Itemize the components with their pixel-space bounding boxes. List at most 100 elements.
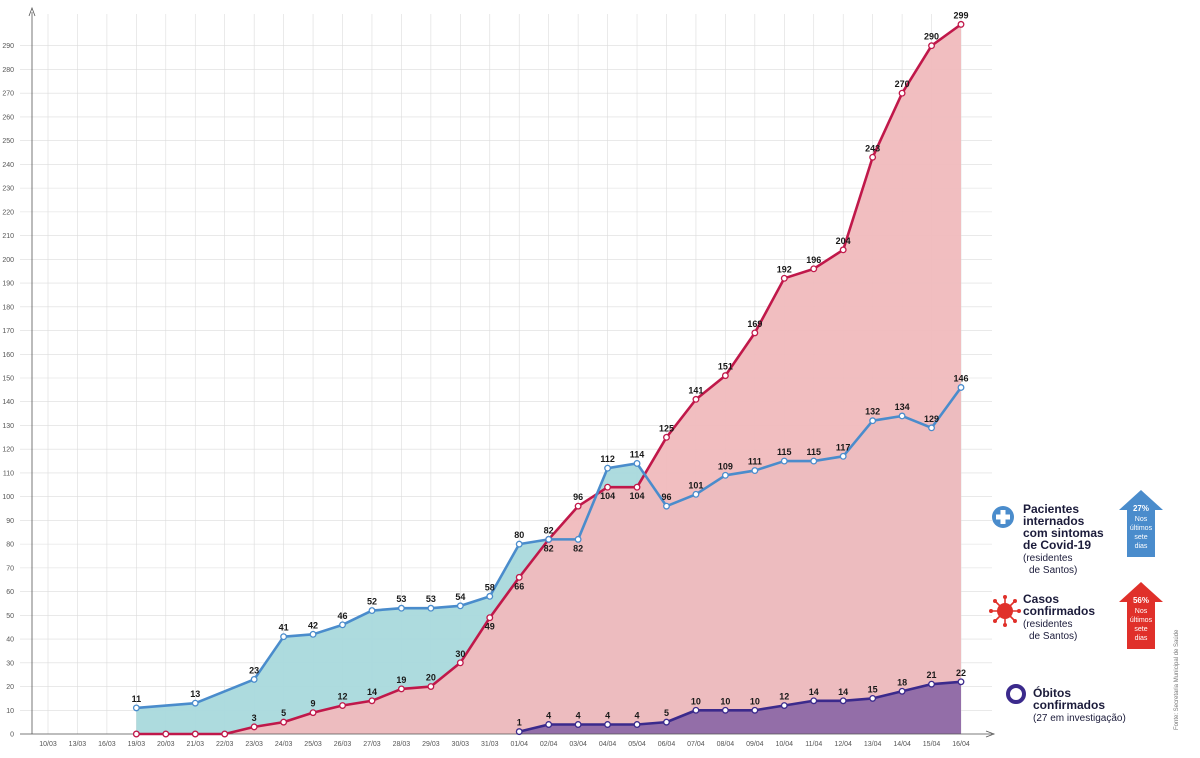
point-casos xyxy=(368,697,376,705)
xtick-label: 22/03 xyxy=(216,741,234,748)
series-areas xyxy=(136,24,961,734)
label-internados: 115 xyxy=(806,447,821,457)
ytick-label: 30 xyxy=(6,660,14,667)
point-internados xyxy=(309,630,317,638)
label-obitos: 10 xyxy=(720,696,730,706)
label-casos: 141 xyxy=(688,385,703,395)
legend-internados-line2: internados xyxy=(1023,514,1085,528)
point-obitos xyxy=(839,697,847,705)
legend-casos-line1: Casos xyxy=(1023,592,1059,606)
badge-internados-l2: últimos xyxy=(1130,525,1153,532)
label-casos: 14 xyxy=(367,687,377,697)
ytick-label: 20 xyxy=(6,684,14,691)
ytick-label: 130 xyxy=(2,423,14,430)
ytick-label: 70 xyxy=(6,565,14,572)
label-internados: 82 xyxy=(573,543,583,553)
xtick-label: 11/04 xyxy=(805,741,822,748)
ytick-label: 50 xyxy=(6,613,14,620)
ytick-label: 210 xyxy=(2,233,14,240)
xtick-label: 07/04 xyxy=(687,741,705,748)
point-internados xyxy=(898,412,906,420)
point-casos xyxy=(663,433,670,441)
point-internados xyxy=(692,490,700,498)
label-obitos: 10 xyxy=(691,696,701,706)
point-internados xyxy=(456,602,464,610)
xtick-label: 06/04 xyxy=(658,741,676,748)
ytick-label: 220 xyxy=(2,209,14,216)
xtick-label: 29/03 xyxy=(422,741,440,748)
badge-casos-l3: sete xyxy=(1134,626,1147,633)
xtick-label: 23/03 xyxy=(245,741,263,748)
legend-casos-sub1: (residentes xyxy=(1023,619,1072,630)
point-casos xyxy=(721,372,729,380)
label-casos: 243 xyxy=(865,143,880,153)
xtick-label: 05/04 xyxy=(628,741,646,748)
point-casos xyxy=(515,573,523,581)
point-casos xyxy=(839,246,847,254)
legend-obitos-sub1: (27 em investigação) xyxy=(1033,713,1126,724)
label-obitos: 10 xyxy=(750,696,760,706)
virus-icon xyxy=(989,595,1021,627)
point-obitos xyxy=(692,706,700,714)
xtick-label: 10/04 xyxy=(776,741,794,748)
point-casos xyxy=(132,730,140,738)
label-internados: 52 xyxy=(367,597,377,607)
ytick-label: 40 xyxy=(6,637,14,644)
label-obitos: 21 xyxy=(927,670,937,680)
point-casos xyxy=(957,20,965,28)
area-casos xyxy=(136,24,961,734)
ytick-label: 120 xyxy=(2,447,14,454)
point-internados xyxy=(545,535,553,543)
label-internados: 117 xyxy=(836,442,851,452)
point-internados xyxy=(839,452,847,460)
point-internados xyxy=(751,467,759,475)
badge-internados-l3: sete xyxy=(1134,534,1147,541)
label-internados: 134 xyxy=(895,402,910,412)
y-axis-arrow xyxy=(28,6,36,17)
label-casos: 125 xyxy=(659,423,674,433)
legend-obitos-line1: Óbitos xyxy=(1033,685,1071,700)
axes: 0102030405060708090100110120130140150160… xyxy=(2,6,996,748)
point-internados xyxy=(663,502,670,510)
point-internados xyxy=(721,471,729,479)
label-obitos: 4 xyxy=(576,711,581,721)
label-casos: 290 xyxy=(924,32,939,42)
xtick-label: 13/03 xyxy=(69,741,87,748)
point-casos xyxy=(692,395,700,403)
point-obitos xyxy=(928,680,935,688)
badge-casos-l2: últimos xyxy=(1130,617,1153,624)
badge-internados-l4: dias xyxy=(1135,543,1148,550)
point-obitos xyxy=(633,721,641,728)
up-arrow-icon xyxy=(1119,582,1163,649)
legend-internados-sub1: (residentes xyxy=(1023,553,1072,564)
line-obitos xyxy=(518,680,962,733)
point-casos xyxy=(191,730,199,738)
label-casos: 9 xyxy=(311,699,316,709)
xtick-label: 02/04 xyxy=(540,741,558,748)
xtick-label: 03/04 xyxy=(569,741,587,748)
label-casos: 96 xyxy=(573,492,583,502)
point-internados xyxy=(397,604,405,612)
point-obitos xyxy=(545,721,553,728)
ytick-label: 290 xyxy=(2,43,14,50)
label-casos: 270 xyxy=(895,79,910,89)
label-internados: 114 xyxy=(630,449,645,459)
point-internados xyxy=(869,417,877,425)
xtick-label: 21/03 xyxy=(186,741,204,748)
point-obitos xyxy=(751,706,759,714)
point-internados xyxy=(280,633,288,641)
point-casos xyxy=(869,153,877,161)
xtick-label: 28/03 xyxy=(393,741,411,748)
point-casos xyxy=(456,659,464,667)
point-internados xyxy=(132,704,140,712)
label-obitos: 4 xyxy=(546,711,551,721)
label-internados: 46 xyxy=(338,611,348,621)
xtick-label: 12/04 xyxy=(834,741,852,748)
legend-casos-sub2: de Santos) xyxy=(1029,631,1077,642)
ytick-label: 200 xyxy=(2,257,14,264)
legend-internados-line3: com sintomas xyxy=(1023,526,1104,540)
label-obitos: 12 xyxy=(779,692,789,702)
point-internados xyxy=(957,384,965,391)
label-internados: 80 xyxy=(514,530,524,540)
